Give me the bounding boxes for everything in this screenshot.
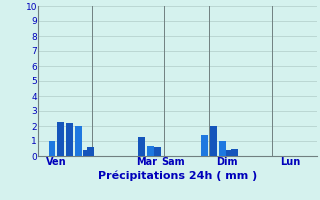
Bar xyxy=(83,150,89,156)
Bar xyxy=(138,137,145,156)
Bar xyxy=(147,146,154,156)
Bar xyxy=(219,141,226,156)
Bar xyxy=(58,121,64,156)
X-axis label: Précipitations 24h ( mm ): Précipitations 24h ( mm ) xyxy=(98,170,257,181)
Bar xyxy=(67,123,73,156)
Bar xyxy=(155,147,161,156)
Bar xyxy=(49,141,55,156)
Bar xyxy=(210,126,217,156)
Bar xyxy=(226,150,233,156)
Bar xyxy=(201,135,208,156)
Bar xyxy=(87,147,94,156)
Bar xyxy=(231,148,237,156)
Bar xyxy=(76,126,82,156)
